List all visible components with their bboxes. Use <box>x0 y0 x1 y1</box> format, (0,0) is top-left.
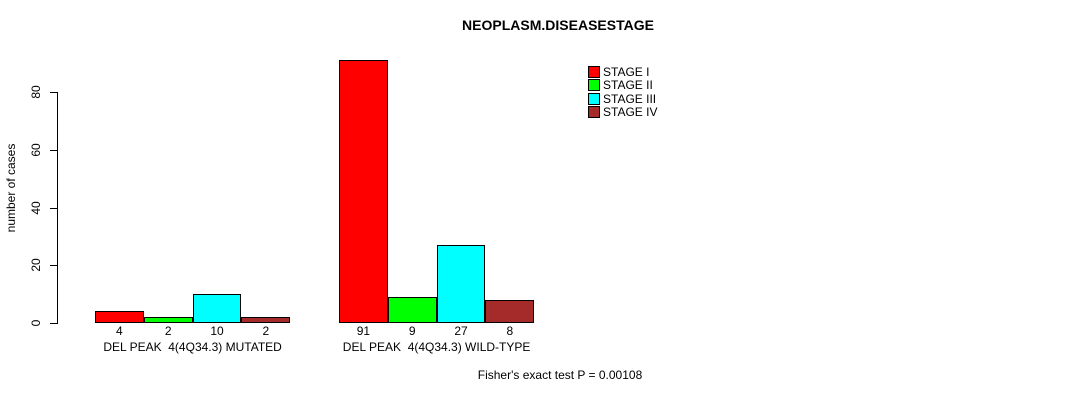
legend-label-stage-iii: STAGE III <box>603 91 657 106</box>
count-label-stage-iv-wild-type: 8 <box>506 324 514 338</box>
legend-label-stage-ii: STAGE II <box>603 78 653 93</box>
count-label-stage-iii-wild-type: 27 <box>454 324 468 338</box>
count-label-stage-ii-wild-type: 9 <box>408 324 416 338</box>
y-axis-tick-label: 80 <box>28 85 43 99</box>
bar-stage-iv-mutated <box>241 317 291 323</box>
y-axis-line <box>57 92 58 324</box>
legend-label-stage-i: STAGE I <box>603 65 650 79</box>
y-axis-tick-label: 60 <box>28 143 43 157</box>
fisher-test-annotation: Fisher's exact test P = 0.00108 <box>477 368 643 382</box>
y-axis-label: number of cases <box>4 143 18 233</box>
y-axis-tick-label: 0 <box>28 319 43 327</box>
group-label-mutated: DEL PEAK 4(4Q34.3) MUTATED <box>103 340 282 354</box>
y-axis-tick <box>50 149 57 151</box>
count-label-stage-i-mutated: 4 <box>116 324 123 338</box>
group-label-wild-type: DEL PEAK 4(4Q34.3) WILD-TYPE <box>342 340 531 354</box>
bar-stage-i-mutated <box>95 311 144 323</box>
y-axis-tick-label: 40 <box>28 200 43 215</box>
y-axis-tick <box>50 323 57 324</box>
bar-stage-ii-mutated <box>143 317 193 323</box>
count-label-stage-iii-mutated: 10 <box>210 324 224 338</box>
bar-stage-iii-wild-type <box>436 245 486 323</box>
bar-stage-iii-mutated <box>192 294 242 323</box>
y-axis-tick <box>50 92 57 93</box>
count-label-stage-ii-mutated: 2 <box>164 324 172 338</box>
chart-title: NEOPLASM.DISEASESTAGE <box>462 17 654 33</box>
legend-swatch-stage-ii <box>588 79 600 92</box>
count-label-stage-i-wild-type: 91 <box>356 324 371 338</box>
y-axis-tick <box>50 265 57 267</box>
bar-stage-ii-wild-type <box>387 297 437 323</box>
bar-stage-i-wild-type <box>339 60 388 323</box>
bar-stage-iv-wild-type <box>485 299 535 323</box>
y-axis-tick-label: 20 <box>28 258 43 272</box>
legend-label-stage-iv: STAGE IV <box>603 104 658 119</box>
y-axis-tick <box>50 207 57 209</box>
legend-swatch-stage-iv <box>588 105 600 118</box>
legend-swatch-stage-i <box>588 66 600 78</box>
count-label-stage-iv-mutated: 2 <box>262 324 270 338</box>
legend-swatch-stage-iii <box>588 92 600 105</box>
